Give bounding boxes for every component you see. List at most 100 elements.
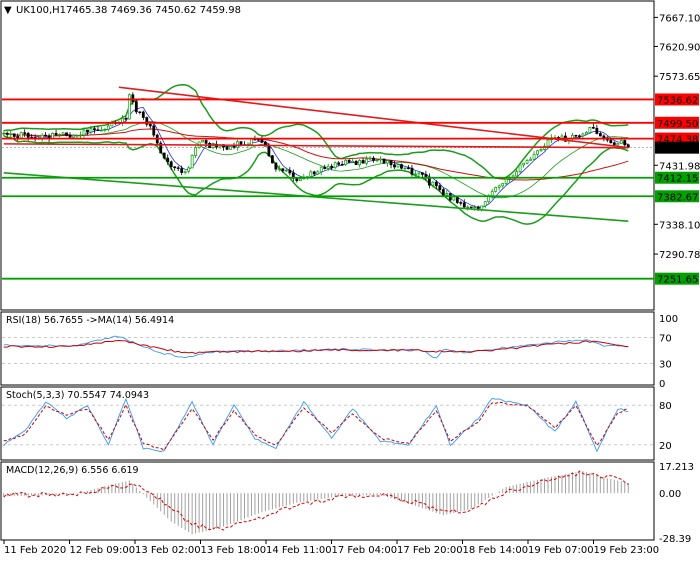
candle-body [2, 132, 6, 135]
candle-body [410, 167, 414, 175]
rsi-pane-frame [0, 311, 655, 386]
candle-body [400, 164, 403, 169]
candle-body [522, 162, 525, 166]
level-label-bg [655, 132, 699, 145]
candle-body [176, 167, 180, 169]
candle-body [497, 185, 501, 188]
candle-body [344, 160, 348, 165]
candle-body [414, 173, 417, 176]
candle-body [431, 181, 435, 186]
candle-body [421, 172, 424, 175]
candle-body [267, 145, 271, 157]
candle-body [277, 168, 281, 170]
candle-body [525, 160, 529, 164]
candle-body [312, 171, 316, 175]
candle-body [44, 134, 48, 137]
main-y-tick-label: 7667.10 [659, 13, 700, 24]
stoch-signal-line [3, 401, 629, 451]
candle-body [354, 160, 358, 166]
bollinger-upper-line [3, 83, 629, 180]
candle-body [529, 158, 532, 161]
candle-body [75, 134, 79, 137]
candle-body [127, 94, 131, 120]
candle-body [68, 134, 72, 138]
candle-body [619, 140, 623, 144]
level-label: 7536.62 [657, 95, 698, 106]
level-label-bg [655, 272, 699, 285]
candle-body [201, 140, 205, 143]
candle-body [131, 94, 135, 103]
macd-label: MACD(12,26,9) 6.556 6.619 [6, 465, 139, 476]
candle-body [316, 171, 320, 175]
main-pane-frame [0, 0, 655, 311]
candle-body [194, 147, 198, 156]
candle-body [232, 146, 236, 148]
candle-body [494, 187, 498, 192]
candle-body [581, 133, 585, 137]
candle-body [229, 146, 232, 150]
candle-body [72, 134, 75, 138]
candle-body [340, 164, 344, 166]
candle-body [96, 129, 100, 131]
candle-body [145, 117, 149, 125]
candle-body [330, 165, 334, 168]
candle-body [89, 128, 93, 133]
candle-body [379, 158, 382, 161]
candle-body [434, 181, 438, 187]
candle-body [365, 158, 368, 164]
candle-body [455, 196, 459, 203]
stochastic-pane [2, 397, 654, 453]
level-label-bg [655, 93, 699, 106]
x-tick-label: 12 Feb 09:00 [70, 545, 136, 556]
macd-y-tick-label: 0.00 [659, 489, 681, 500]
main-y-tick-label: 7338.10 [659, 220, 700, 231]
candle-body [612, 142, 616, 146]
x-tick-label: 13 Feb 02:00 [135, 545, 201, 556]
candle-body [236, 141, 239, 148]
level-label: 7251.65 [657, 275, 698, 286]
macd-y-tick-label: -28.39 [659, 534, 691, 545]
x-tick-label: 17 Feb 04:00 [332, 545, 398, 556]
macd-y-tick-label: 17.213 [659, 462, 694, 473]
candle-body [204, 140, 208, 144]
candle-body [274, 162, 278, 170]
candle-body [438, 185, 442, 190]
candle-body [361, 160, 365, 164]
x-tick-label: 14 Feb 11:00 [266, 545, 332, 556]
candle-body [536, 150, 539, 155]
candle-body [452, 196, 456, 201]
candle-body [319, 166, 323, 173]
main-price-pane: 7536.62 7499.50 7474.38 7412.15 7382.67 7251.… [2, 83, 699, 286]
candle-body [180, 168, 184, 173]
candle-body [190, 155, 194, 169]
candle-body [588, 126, 592, 133]
bollinger-lower-line [3, 135, 629, 225]
resistance-trendline [3, 143, 629, 149]
candle-body [584, 132, 588, 135]
candle-body [183, 170, 187, 173]
candle-body [504, 178, 508, 184]
candle-body [86, 129, 89, 133]
macd-pane [3, 470, 629, 535]
candle-body [93, 128, 96, 131]
candle-body [166, 157, 170, 163]
slow-ma-line [3, 128, 629, 181]
bollinger-middle-line [3, 121, 629, 199]
candle-body [12, 133, 16, 137]
header-ohlc: 7465.38 7469.36 7450.62 7459.98 [66, 5, 241, 16]
level-label-bg [655, 190, 699, 203]
candle-body [368, 157, 372, 160]
candle-body [382, 158, 386, 164]
candle-body [298, 178, 302, 181]
candle-body [358, 160, 362, 166]
candle-body [595, 127, 599, 134]
candle-body [518, 164, 522, 173]
candle-body [120, 117, 124, 123]
candle-body [532, 153, 536, 160]
candle-body [616, 143, 620, 146]
candle-body [469, 206, 473, 209]
stoch-pane-frame [0, 386, 655, 461]
x-tick-label: 11 Feb 2020 [4, 545, 66, 556]
candle-body [270, 155, 274, 164]
